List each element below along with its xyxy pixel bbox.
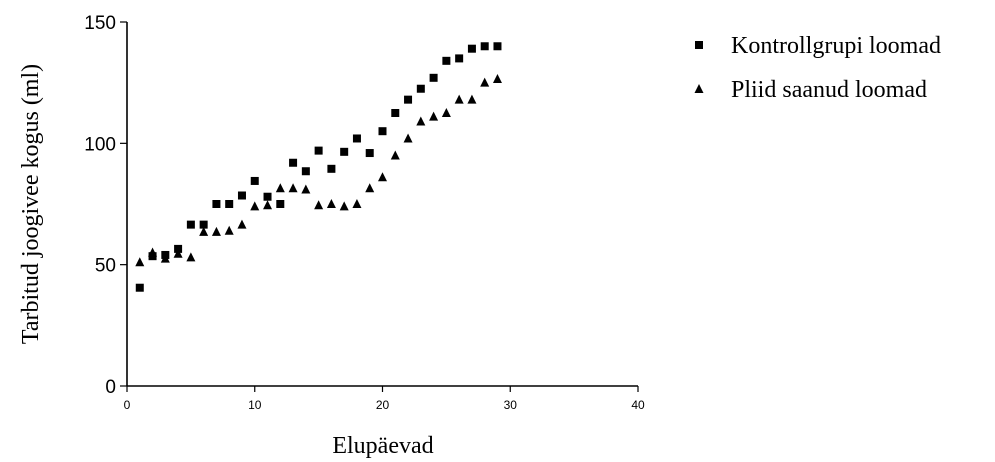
- data-point: [237, 219, 247, 229]
- legend-label: Pliid saanud loomad: [731, 77, 927, 103]
- data-point: [391, 109, 400, 117]
- data-point: [442, 56, 451, 65]
- data-point: [314, 200, 324, 210]
- data-point: [224, 225, 234, 235]
- data-point: [263, 200, 273, 210]
- data-point: [429, 111, 439, 121]
- x-tick-label: 20: [376, 398, 390, 412]
- data-point: [327, 164, 336, 173]
- data-point: [480, 42, 489, 51]
- x-tick-label: 0: [124, 398, 131, 412]
- data-point: [211, 226, 221, 236]
- data-point: [135, 257, 145, 267]
- series-2: [135, 74, 502, 267]
- data-point: [365, 183, 375, 193]
- legend: Kontrollgrupi loomad Pliid saanud loomad: [694, 33, 941, 103]
- data-point: [404, 95, 413, 104]
- data-point: [492, 74, 502, 84]
- y-tick-label: 150: [84, 13, 116, 34]
- legend-marker: [694, 84, 704, 93]
- legend-label: Kontrollgrupi loomad: [731, 33, 941, 59]
- data-point: [288, 183, 298, 193]
- data-point: [352, 199, 362, 208]
- data-point: [352, 134, 361, 143]
- data-point: [378, 172, 387, 182]
- data-point: [467, 44, 476, 53]
- data-point: [429, 73, 438, 82]
- x-tick-label: 30: [504, 398, 518, 412]
- data-point: [314, 146, 323, 155]
- data-marks: [135, 42, 502, 292]
- data-point: [339, 201, 349, 211]
- legend-item: Pliid saanud loomad: [694, 77, 927, 103]
- data-point: [186, 252, 196, 262]
- series-1: [135, 42, 502, 292]
- legend-marker: [695, 41, 703, 49]
- axes: [126, 22, 638, 387]
- data-point: [276, 200, 285, 208]
- data-point: [390, 150, 400, 160]
- data-point: [160, 253, 170, 263]
- y-tick-label: 50: [95, 256, 116, 277]
- data-point: [250, 201, 260, 211]
- data-point: [301, 167, 310, 176]
- legend-item: Kontrollgrupi loomad: [695, 33, 941, 59]
- data-point: [416, 116, 426, 126]
- data-point: [480, 77, 490, 87]
- data-point: [148, 247, 158, 257]
- x-tick-label: 40: [631, 398, 645, 412]
- data-point: [326, 199, 336, 208]
- data-point: [493, 42, 502, 51]
- data-point: [237, 191, 246, 200]
- data-point: [250, 176, 259, 185]
- data-point: [378, 127, 387, 136]
- data-point: [275, 183, 285, 193]
- data-point: [455, 54, 464, 63]
- x-axis-title: Elupäevad: [332, 433, 433, 459]
- data-point: [199, 226, 209, 236]
- data-point: [441, 108, 451, 117]
- data-point: [365, 149, 374, 158]
- data-point: [454, 94, 464, 104]
- data-point: [135, 283, 144, 292]
- data-point: [212, 200, 221, 208]
- data-point: [186, 220, 195, 229]
- y-tick-label: 0: [105, 377, 116, 398]
- data-point: [199, 220, 208, 229]
- data-point: [289, 158, 298, 167]
- data-point: [301, 184, 311, 194]
- data-point: [403, 133, 413, 143]
- data-point: [225, 200, 234, 208]
- x-tick-label: 10: [248, 398, 262, 412]
- data-point: [263, 192, 272, 201]
- y-axis-title: Tarbitud joogivee kogus (ml): [18, 64, 44, 344]
- y-tick-label: 100: [84, 134, 116, 155]
- ticks: 0 50 100 150 0 10 20 30 40: [84, 13, 645, 412]
- data-point: [416, 84, 425, 93]
- data-point: [467, 94, 477, 104]
- data-point: [173, 248, 183, 258]
- data-point: [340, 147, 349, 156]
